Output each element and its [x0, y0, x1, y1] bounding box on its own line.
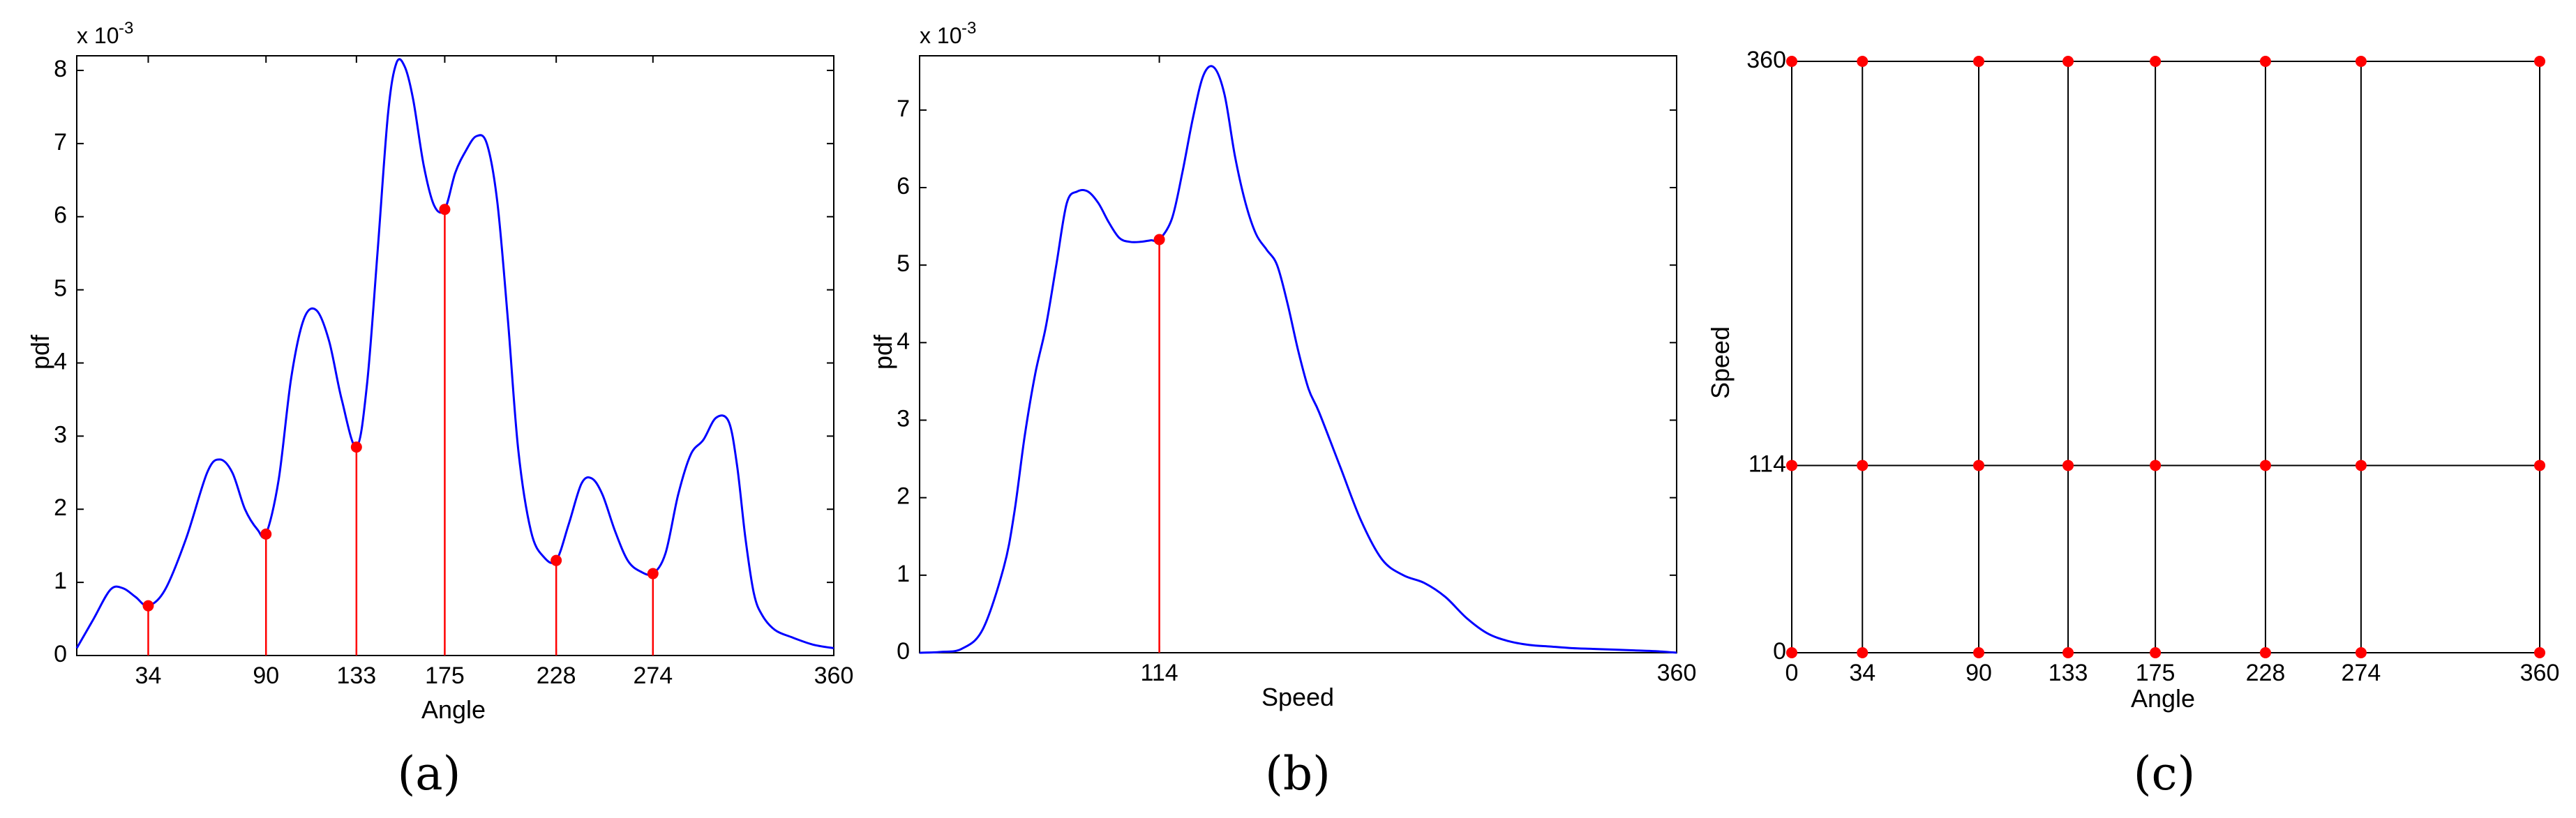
panel-a-x-axis-label: Angle: [421, 695, 486, 724]
panel-b-plot-frame: [919, 55, 1677, 653]
panel-c-grid-point: [2062, 460, 2074, 471]
panel-b-exponent-power: -3: [961, 19, 976, 38]
panel-b-y-axis-label: pdf: [869, 334, 897, 370]
panel-b-chart: pdf Speed x 10 -3 0 1 2 3 4 5 6 7 114 360: [869, 19, 1696, 711]
panel-c-grid-point: [2062, 647, 2074, 658]
panel-c-grid-point: [2534, 647, 2545, 658]
panel-c-grid-point: [1857, 647, 1869, 658]
panel-c-grid-point: [1973, 56, 1984, 67]
panel-b-y-tick-label: 7: [897, 96, 910, 122]
panel-c-grid-point: [1786, 647, 1797, 658]
panel-b-y-tick-label: 3: [897, 405, 910, 432]
panel-b-x-tick-label: 114: [1140, 660, 1178, 686]
panel-b-pdf-curve: [919, 65, 1677, 654]
panel-c-grid-point: [2259, 647, 2271, 658]
panel-a-y-tick-label: 5: [54, 275, 67, 302]
panel-a-y-tick-label: 2: [54, 494, 67, 521]
panel-c-x-tick-label: 175: [2136, 660, 2176, 686]
panel-a-y-tick-label: 0: [54, 641, 67, 667]
panel-c-y-tick-label: 360: [1746, 47, 1786, 73]
panel-a-exponent: x 10 -3: [77, 19, 133, 48]
panel-c-grid-point: [2259, 460, 2271, 471]
panel-c-grid-point: [2150, 56, 2162, 67]
panel-a-pdf-curve: [75, 58, 834, 649]
panel-label-a: (a): [398, 747, 461, 801]
panel-b-y-tick-label: 5: [897, 250, 910, 277]
panel-b-x-tick-label: 360: [1657, 660, 1697, 686]
panel-c-chart: Speed Angle 0 34 90 133 175 228 274 360 0 114 360: [1706, 47, 2559, 713]
panel-b-exponent: x 10 -3: [920, 19, 976, 48]
panel-a-y-tick-label: 7: [54, 129, 67, 156]
panel-c-grid-point: [1786, 56, 1797, 67]
panel-c-grid-point: [2355, 460, 2367, 471]
panel-a-y-tick-label: 4: [54, 348, 67, 374]
panel-a-stem-point: [647, 568, 659, 580]
panel-b-y-tick-label: 4: [897, 328, 910, 354]
panel-b-stem-point: [1153, 234, 1165, 245]
panel-a-stem-point: [142, 600, 154, 612]
panel-c-grid-point: [2355, 647, 2367, 658]
panel-a-x-tick-label: 228: [537, 662, 576, 689]
panel-a-stem-point: [439, 204, 451, 215]
panel-c-x-tick-label: 133: [2049, 660, 2088, 686]
panel-c-grid-point: [1973, 460, 1984, 471]
panel-a-y-tick-label: 6: [54, 202, 67, 229]
panel-label-c: (c): [2134, 747, 2195, 801]
panel-c-grid-point: [1973, 647, 1984, 658]
panel-c-y-tick-label: 114: [1748, 450, 1786, 477]
panel-a-x-tick-label: 34: [135, 662, 162, 689]
panel-c-grid-point: [1786, 460, 1797, 471]
panel-a-y-tick-label: 1: [54, 568, 67, 594]
panel-c-y-tick-label: 0: [1773, 638, 1786, 665]
panel-c-x-tick-label: 0: [1785, 660, 1799, 686]
panel-c-x-tick-label: 274: [2342, 660, 2381, 686]
panel-c-x-tick-label: 34: [1849, 660, 1875, 686]
panel-b-y-tick-label: 1: [897, 561, 910, 587]
panel-a-stem-point: [260, 528, 272, 540]
panel-b-x-axis-label: Speed: [1261, 683, 1334, 711]
panel-a-y-tick-label: 8: [54, 56, 67, 82]
panel-b-y-tick-label: 6: [897, 173, 910, 199]
panel-b-y-tick-label: 2: [897, 483, 910, 510]
panel-a-exponent-base: x 10: [77, 23, 119, 48]
panel-c-grid-point: [1857, 56, 1869, 67]
panel-c-grid-point: [2534, 56, 2545, 67]
panel-a-x-tick-label: 133: [336, 662, 376, 689]
panel-label-b: (b): [1265, 747, 1331, 801]
panel-c-grid-point: [2150, 460, 2162, 471]
panel-c-grid-point: [2259, 56, 2271, 67]
panel-c-x-tick-label: 90: [1965, 660, 1992, 686]
panel-a-x-tick-label: 175: [425, 662, 465, 689]
panel-a-y-tick-label: 3: [54, 421, 67, 448]
panel-a-x-tick-label: 274: [633, 662, 673, 689]
panel-a-plot-frame: [76, 55, 834, 656]
panel-c-grid-point: [2534, 460, 2545, 471]
panel-a-stem-point: [350, 441, 362, 453]
panel-c-grid-point: [2150, 647, 2162, 658]
panel-a-x-tick-label: 90: [253, 662, 279, 689]
panel-c-x-axis-label: Angle: [2131, 684, 2195, 713]
panel-c-grid-point: [2355, 56, 2367, 67]
panel-b-exponent-base: x 10: [920, 23, 961, 48]
panel-c-grid-point: [1857, 460, 1869, 471]
panel-c-grid-point: [2062, 56, 2074, 67]
panel-a-x-tick-label: 360: [814, 662, 854, 689]
panel-b-y-tick-label: 0: [897, 638, 910, 665]
panel-a-stem-point: [551, 554, 562, 566]
panel-a-y-axis-label: pdf: [26, 334, 54, 370]
panel-c-x-tick-label: 228: [2246, 660, 2286, 686]
panel-a-exponent-power: -3: [119, 19, 133, 38]
panel-c-x-tick-label: 360: [2520, 660, 2560, 686]
panel-c-y-axis-label: Speed: [1706, 326, 1735, 399]
